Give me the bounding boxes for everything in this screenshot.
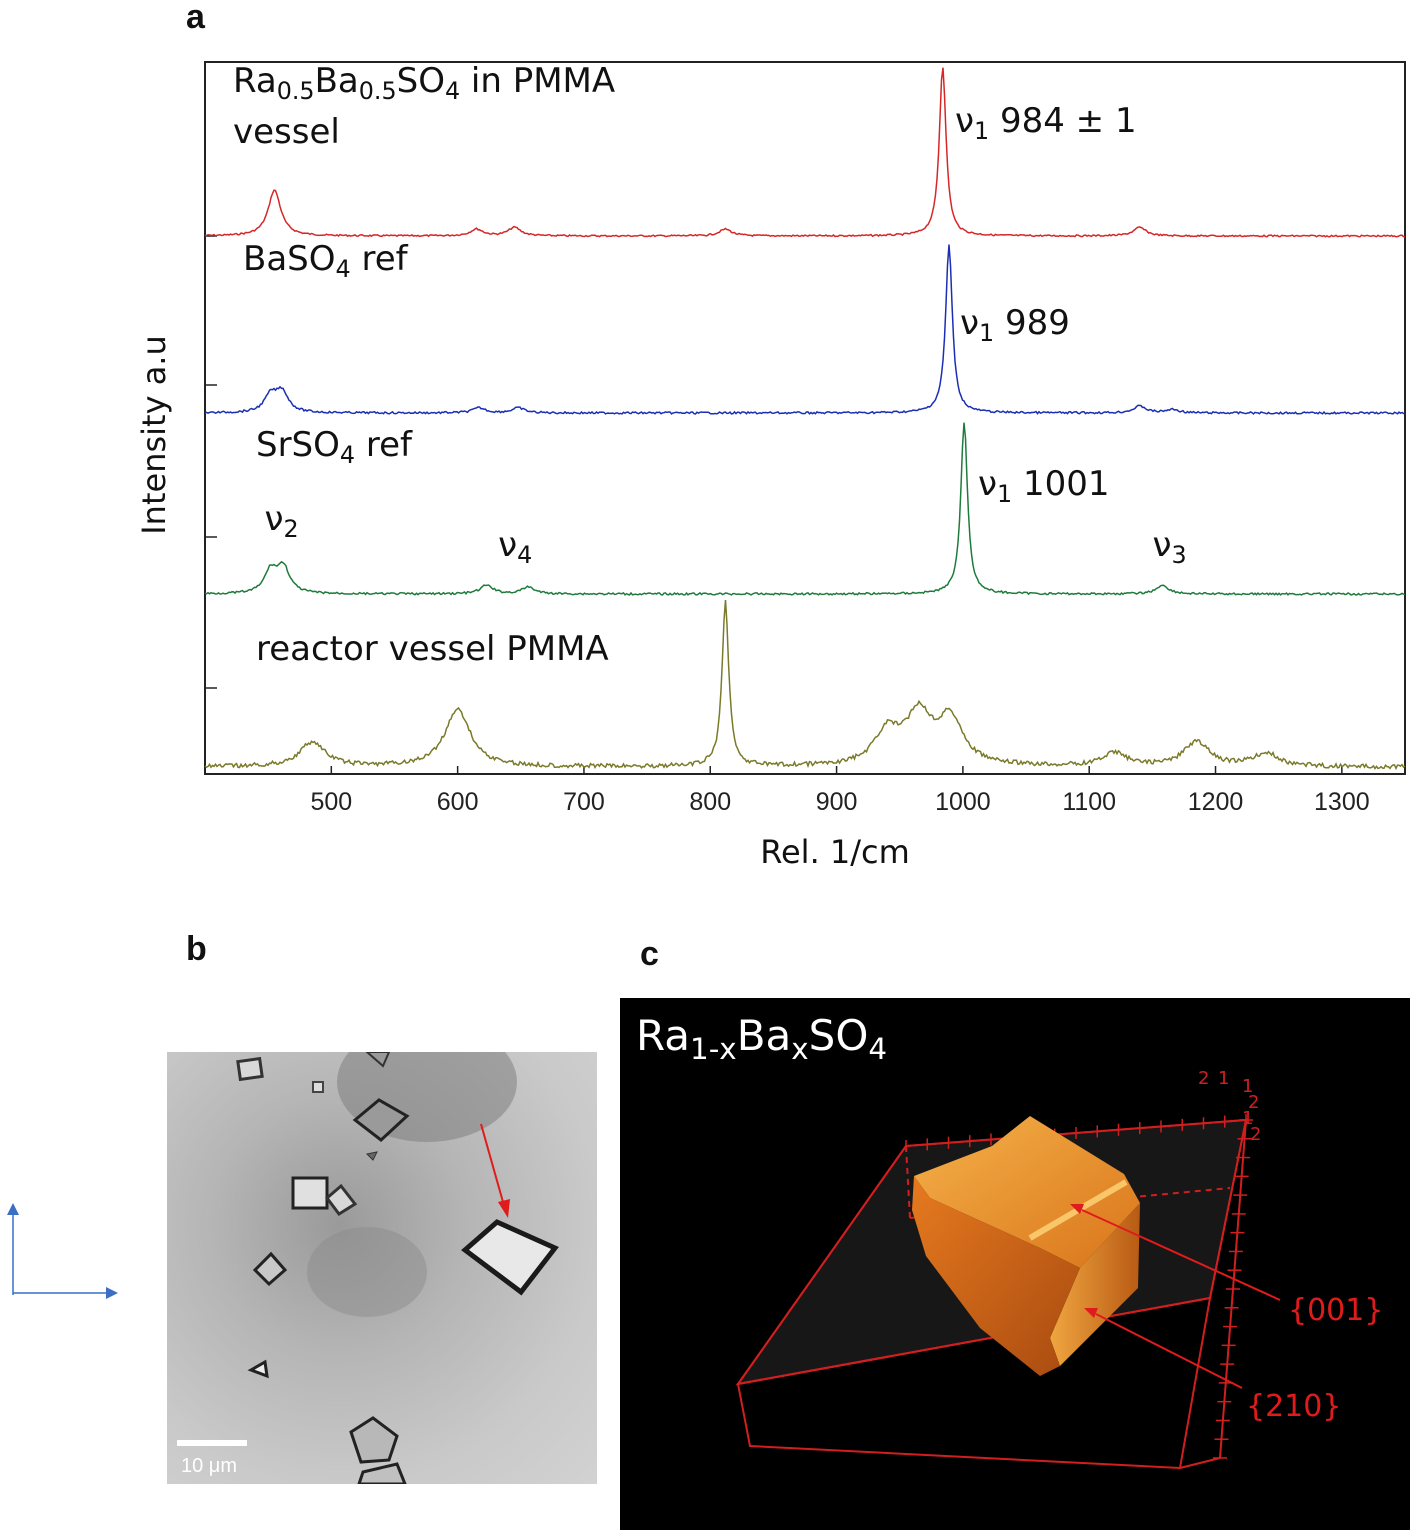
x-tick-label: 1000 <box>935 788 991 816</box>
crystal <box>357 1462 407 1484</box>
facet-label-001: {001} <box>1288 1293 1383 1328</box>
x-tick-label: 1200 <box>1188 788 1244 816</box>
facet-arrow-001 <box>1081 1209 1281 1301</box>
crystal <box>352 1098 410 1142</box>
red-arrowhead <box>498 1199 510 1218</box>
cube-side-face <box>1050 1203 1140 1366</box>
cube-front-face <box>912 1176 1080 1376</box>
crystal <box>236 1056 264 1082</box>
facet-arrowhead-001 <box>1070 1204 1084 1214</box>
panel-label-a: a <box>186 0 205 36</box>
series-label: reactor vessel PMMA <box>256 629 609 669</box>
crystal-3d-render: Ra1-xBaxSO4 2 1 1 2 1 2 {001} {210} <box>620 998 1410 1530</box>
box-edge <box>1179 1457 1221 1469</box>
series-line <box>204 244 1406 415</box>
series-label: Ra0.5Ba0.5SO4 in PMMA <box>233 61 615 105</box>
crystal <box>349 1416 399 1464</box>
orientation-arrow-up <box>7 1203 19 1215</box>
box-edge-dashed <box>909 1187 1231 1219</box>
axis-mark: 2 <box>1248 1092 1259 1113</box>
series-label-line2: vessel <box>233 112 340 152</box>
optical-micrograph: 10 μm <box>167 1052 597 1484</box>
x-tick-label: 800 <box>689 788 731 816</box>
axis-mark: 1 <box>1242 1108 1253 1129</box>
formula-label: Ra1-xBaxSO4 <box>636 1011 887 1066</box>
panel-label-b: b <box>186 930 207 968</box>
crystal <box>247 1359 269 1379</box>
axis-mark: 1 <box>1242 1076 1253 1097</box>
series-label: BaSO4 ref <box>243 239 409 283</box>
x-tick-label: 1100 <box>1062 788 1116 816</box>
axis-mark: 2 <box>1198 1068 1209 1089</box>
x-tick-label: 900 <box>816 788 858 816</box>
crystal <box>365 1052 391 1068</box>
crystal-highlighted <box>461 1219 559 1296</box>
plot-frame <box>204 61 1406 775</box>
raman-spectra-chart: 500 600 700 800 900 1000 1100 1200 1300 Ra0.5Ba0… <box>135 61 1406 871</box>
x-tick-label: 1300 <box>1314 788 1370 816</box>
facet-label-210: {210} <box>1246 1389 1341 1424</box>
series-group <box>204 67 1406 771</box>
axis-mark: 1 <box>1218 1068 1229 1089</box>
scale-bar <box>177 1440 247 1446</box>
axis-mark: 2 <box>1250 1124 1261 1145</box>
series-label: SrSO4 ref <box>256 425 413 469</box>
facet-arrowhead-210 <box>1084 1308 1098 1318</box>
panel-label-c: c <box>640 935 659 973</box>
render-canvas: Ra1-xBaxSO4 2 1 1 2 1 2 {001} {210} <box>636 1011 1383 1470</box>
red-arrow <box>480 1123 504 1203</box>
scale-bar-label: 10 μm <box>181 1455 237 1477</box>
crystal <box>291 1176 329 1210</box>
crystal <box>324 1183 358 1217</box>
series-line <box>204 599 1406 771</box>
box-edge-dashed <box>905 1145 911 1219</box>
orientation-axes <box>7 1203 118 1299</box>
series-line <box>204 422 1406 596</box>
orientation-arrow-right <box>106 1287 118 1299</box>
dark-region <box>307 1227 427 1317</box>
x-ticks: 500 600 700 800 900 1000 1100 1200 1300 <box>310 766 1370 816</box>
peak-annotation: ν1 1001 <box>978 464 1109 508</box>
band-label: ν2 <box>264 499 298 543</box>
x-axis-title: Rel. 1/cm <box>760 833 910 871</box>
y-ticks <box>205 235 217 689</box>
x-tick-label: 700 <box>563 788 605 816</box>
series-line <box>204 67 1405 238</box>
crystal <box>252 1251 288 1287</box>
peak-annotation: ν1 989 <box>960 303 1070 347</box>
band-label: ν3 <box>1152 525 1186 569</box>
x-tick-label: 500 <box>310 788 352 816</box>
x-tick-label: 600 <box>437 788 479 816</box>
y-axis-title: Intensity a.u <box>135 335 173 535</box>
crystal <box>312 1081 324 1093</box>
band-label: ν4 <box>498 525 532 569</box>
series-labels: Ra0.5Ba0.5SO4 in PMMA vessel BaSO4 ref SrSO… <box>233 61 1187 669</box>
crystal <box>365 1151 378 1161</box>
micrograph-crystals: 10 μm <box>177 1052 559 1484</box>
facet-arrow-210 <box>1095 1313 1243 1389</box>
cube-top-face <box>914 1116 1140 1268</box>
peak-annotation: ν1 984 ± 1 <box>955 101 1137 145</box>
